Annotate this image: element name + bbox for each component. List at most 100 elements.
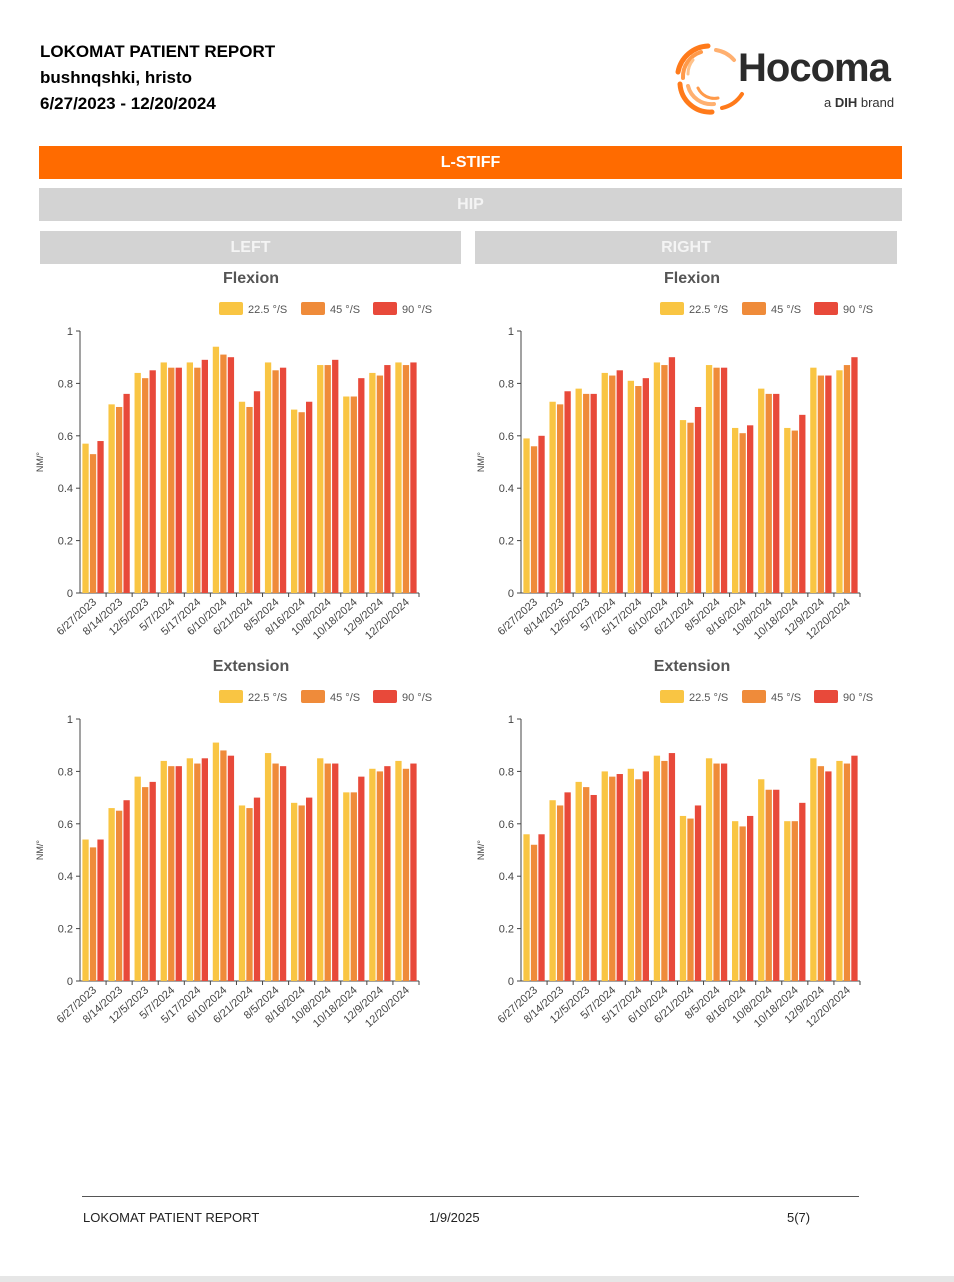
bar	[747, 425, 754, 593]
bar	[108, 808, 115, 981]
sunburst-logo-icon	[675, 43, 744, 115]
bar	[732, 427, 739, 593]
chart-title: Flexion	[222, 270, 279, 287]
legend-label: 90 °/S	[843, 304, 873, 316]
y-tick-label: 0.2	[58, 924, 73, 936]
bar	[97, 839, 104, 981]
bar	[713, 763, 720, 981]
bar	[279, 367, 287, 593]
legend-swatch	[814, 302, 838, 315]
bar	[825, 771, 832, 981]
date-range: 6/27/2023 - 12/20/2024	[40, 94, 216, 113]
bar	[851, 755, 858, 981]
bar	[653, 362, 661, 593]
bar	[402, 365, 410, 593]
footer-page-number: 5(7)	[787, 1210, 811, 1225]
bar	[556, 404, 564, 593]
bar	[679, 420, 687, 593]
bar	[668, 357, 676, 593]
legend-label: 45 °/S	[771, 692, 801, 704]
y-axis-label: NM/°	[476, 840, 486, 860]
bar	[799, 802, 806, 981]
bar	[679, 815, 687, 981]
bar	[291, 802, 298, 981]
chart-left-flexion: Flexion 22.5 °/S 45 °/S 90 °/S 0 0.2 0.4 0.6 0.8…	[31, 268, 471, 658]
bar	[549, 401, 556, 593]
legend-swatch	[742, 690, 766, 703]
y-tick-label: 0.2	[499, 924, 514, 936]
bar	[220, 354, 227, 593]
bar	[410, 362, 417, 593]
legend-swatch	[660, 690, 684, 703]
y-tick-label: 0.2	[58, 536, 73, 548]
bar	[616, 370, 623, 593]
bar	[810, 367, 817, 593]
bar	[687, 818, 694, 981]
legend-swatch	[742, 302, 766, 315]
bar	[661, 760, 668, 981]
bar	[108, 404, 115, 593]
bar	[530, 844, 538, 981]
bar	[705, 365, 713, 593]
bar	[306, 797, 313, 981]
y-tick-label: 0.6	[58, 819, 73, 831]
report-title: LOKOMAT PATIENT REPORT	[40, 42, 276, 61]
bar	[395, 362, 402, 593]
bar	[279, 766, 287, 981]
bar	[253, 391, 261, 593]
bar	[590, 794, 597, 981]
legend-label: 90 °/S	[402, 304, 432, 316]
y-tick-label: 0.4	[499, 871, 514, 883]
bar	[324, 763, 331, 981]
legend-label: 90 °/S	[843, 692, 873, 704]
legend-label: 22.5 °/S	[689, 692, 728, 704]
bar	[350, 792, 357, 981]
bar	[97, 441, 104, 593]
legend-label: 45 °/S	[330, 692, 360, 704]
bar	[194, 367, 201, 593]
bar	[212, 346, 220, 593]
bar	[332, 763, 339, 981]
bar	[253, 797, 261, 981]
bar	[82, 443, 89, 593]
bar	[564, 391, 571, 593]
footer-title: LOKOMAT PATIENT REPORT	[83, 1210, 260, 1225]
bar	[851, 357, 858, 593]
bar	[175, 367, 182, 593]
bar	[705, 758, 713, 981]
y-tick-label: 0.4	[499, 483, 514, 495]
bar	[134, 372, 141, 593]
y-tick-label: 0.8	[499, 766, 514, 778]
bar	[836, 760, 843, 981]
chart-title: Extension	[653, 658, 731, 675]
legend-swatch	[219, 690, 243, 703]
left-side-header: LEFT	[40, 231, 461, 264]
bar	[291, 409, 298, 593]
bar	[843, 365, 851, 593]
bar	[773, 789, 780, 981]
bar	[201, 359, 208, 593]
chart-right-extension: Extension 22.5 °/S 45 °/S 90 °/S 0 0.2 0.4 0.6 0…	[472, 656, 912, 1046]
bar	[175, 766, 182, 981]
y-tick-label: 0.8	[58, 378, 73, 390]
bar	[732, 821, 739, 981]
bar	[358, 378, 365, 593]
bar	[590, 393, 597, 593]
bar	[564, 792, 571, 981]
bar	[384, 766, 391, 981]
bar	[123, 800, 130, 981]
page-edge	[0, 1276, 954, 1282]
bar	[343, 792, 350, 981]
bar	[410, 763, 417, 981]
bar	[661, 365, 668, 593]
y-tick-label: 0	[508, 588, 514, 600]
bar	[556, 805, 564, 981]
bar	[575, 388, 582, 593]
bar	[160, 362, 167, 593]
bar	[402, 768, 410, 981]
bar	[272, 370, 279, 593]
y-tick-label: 0.6	[499, 819, 514, 831]
legend-label: 45 °/S	[771, 304, 801, 316]
bar	[694, 805, 702, 981]
legend-label: 22.5 °/S	[248, 692, 287, 704]
